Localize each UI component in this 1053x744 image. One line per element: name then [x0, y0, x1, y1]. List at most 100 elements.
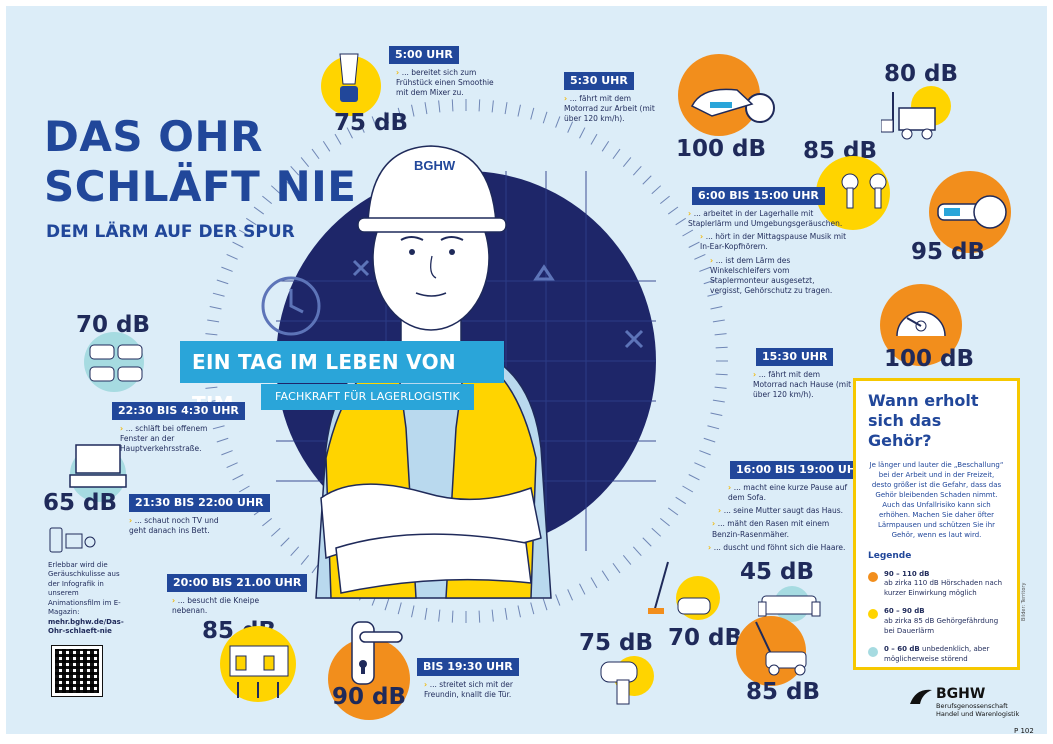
clock-tick: [451, 99, 454, 112]
image-credit: Bilder: Territory: [1021, 582, 1027, 621]
clock-tick: [216, 437, 229, 443]
clock-tick: [694, 253, 706, 260]
clock-tick: [632, 546, 642, 557]
time-2000-2100: 20:00 BIS 21.00 UHR: [167, 574, 308, 593]
clock-tick: [688, 241, 700, 248]
clock-tick: [411, 605, 415, 618]
clock-tick: [688, 474, 700, 481]
traffic-circle: [84, 332, 144, 392]
traffic-icon: [89, 344, 143, 382]
title-line-1: DAS OHR: [44, 112, 263, 161]
clock-tick: [530, 602, 535, 615]
clock-tick: [424, 102, 428, 115]
clock-tick: [712, 399, 725, 403]
clock-tick: [478, 610, 481, 623]
side-link[interactable]: mehr.bghw.de/Das-Ohr-schlaeft-nie: [48, 617, 124, 636]
clock-tick: [542, 598, 548, 611]
note-0600-1500: › ... arbeitet in der Lagerhalle mit Sta…: [688, 209, 847, 295]
clock-tick: [517, 104, 521, 117]
clock-tick: [712, 319, 725, 323]
db-motorcycle: 100 dB: [676, 136, 767, 162]
clock-tick: [397, 602, 402, 615]
clock-tick: [504, 607, 508, 620]
clock-tick: [622, 157, 632, 168]
qr-code[interactable]: [51, 645, 103, 697]
hairdryer-icon: [600, 661, 638, 705]
earbuds-icon: [841, 173, 887, 209]
clock-tick: [612, 562, 621, 574]
clock-tick: [238, 485, 250, 493]
time-1530: 15:30 UHR: [756, 348, 834, 367]
clock-tick: [682, 485, 694, 493]
note-1530: › ... fährt mit dem Motorrad nach Hause …: [753, 370, 852, 400]
legend-dot-yellow: [868, 609, 878, 620]
clock-tick: [651, 527, 662, 537]
clock-tick: [207, 399, 220, 403]
clock-tick: [530, 107, 535, 120]
clock-tick: [715, 346, 728, 349]
helmet-logo: BGHW: [414, 158, 456, 173]
clock-tick: [290, 165, 300, 176]
sofa-icon: [758, 595, 821, 617]
clock-tick: [205, 333, 218, 336]
note-0530: › ... fährt mit dem Motorrad zur Arbeit …: [564, 94, 655, 124]
time-0500: 5:00 UHR: [389, 46, 459, 65]
clock-tick: [659, 517, 670, 527]
clock-tick: [714, 386, 727, 389]
clock-tick: [632, 165, 642, 176]
clock-tick: [590, 133, 598, 145]
time-1930: BIS 19:30 UHR: [417, 658, 519, 677]
clock-tick: [226, 462, 238, 469]
clock-tick: [667, 206, 679, 215]
clock-tick: [699, 450, 711, 456]
time-0530: 5:30 UHR: [564, 72, 634, 91]
worker-illustration: BGHW: [315, 145, 552, 599]
info-title: Wann erholt sich das Gehör?: [868, 391, 979, 450]
banner-sub: FACHKRAFT FÜR LAGERLOGISTIK: [261, 384, 474, 410]
time-0600-1500: 6:00 BIS 15:00 UHR: [692, 187, 825, 206]
clock-tick: [322, 140, 331, 152]
db-forklift: 80 dB: [884, 61, 959, 87]
legend-item: 90 – 110 dB ab zirka 110 dB Hörschaden na…: [868, 570, 1005, 599]
legend-dot-teal: [868, 647, 878, 658]
clock-tick: [212, 292, 225, 297]
clock-tick: [699, 266, 711, 272]
clock-tick: [567, 589, 574, 601]
clock-tick: [253, 206, 265, 215]
motorcycle-icon: [690, 88, 775, 123]
note-2000-2100: › ... besucht die Kneipe nebenan.: [172, 596, 260, 616]
legend-title: Legende: [868, 550, 912, 561]
db-vacuum: 70 dB: [668, 625, 743, 651]
clock-tick: [612, 148, 621, 160]
clock-tick: [478, 99, 481, 112]
poster: DAS OHR SCHLÄFT NIE DEM LÄRM AUF DER SPU…: [6, 6, 1047, 734]
clock-tick: [300, 554, 310, 565]
banner-main: EIN TAG IM LEBEN VON TIM: [180, 341, 504, 416]
clock-tick: [590, 577, 598, 589]
clock-tick: [358, 121, 365, 133]
door-handle-icon: [351, 621, 403, 685]
clock-tick: [579, 583, 586, 595]
clock-tick: [384, 111, 390, 124]
note-0500: › ... bereitet sich zum Frühstück einen …: [396, 68, 494, 98]
clock-tick: [346, 127, 353, 139]
clock-tick: [703, 279, 716, 285]
clock-tick: [270, 527, 281, 537]
clock-tick: [411, 104, 415, 117]
blender-icon: [339, 53, 359, 102]
clock-tick: [491, 609, 494, 622]
clock-tick: [694, 462, 706, 469]
clock-tick: [334, 133, 342, 145]
page-number: P 102: [1014, 727, 1034, 735]
clock-tick: [300, 157, 310, 168]
clock-tick: [232, 241, 244, 248]
clock-tick: [542, 111, 548, 124]
clock-tick: [555, 116, 561, 128]
clock-tick: [371, 116, 377, 128]
clock-tick: [667, 507, 679, 516]
clock-tick: [675, 217, 687, 226]
clock-tick: [675, 496, 687, 505]
pub-icon: [229, 645, 289, 698]
clock-tick: [270, 185, 281, 195]
time-2230-0430: 22:30 BIS 4:30 UHR: [112, 402, 245, 421]
